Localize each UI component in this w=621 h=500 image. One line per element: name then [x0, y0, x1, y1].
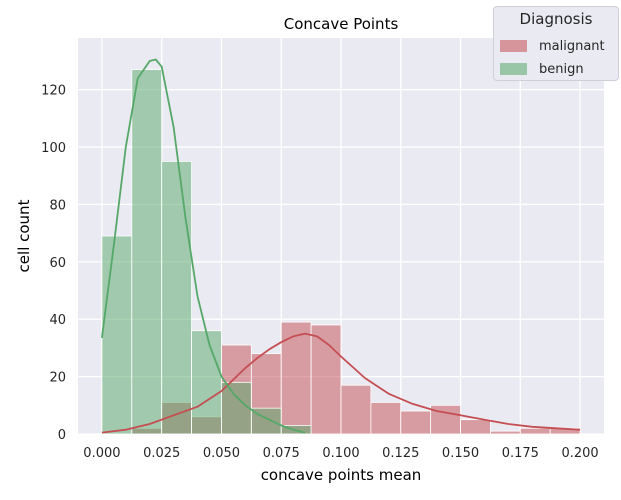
y-tick-labels: 0 20 40 60 80 100 120	[41, 84, 66, 443]
benign-bars	[101, 69, 312, 435]
y-axis-label: cell count	[15, 199, 33, 272]
x-tick-label: 0.200	[561, 446, 598, 461]
x-tick-labels: 0.000 0.025 0.050 0.075 0.100 0.125 0.150 0.175…	[83, 446, 598, 461]
kde-lines	[101, 58, 581, 434]
x-tick-label: 0.000	[83, 446, 120, 461]
benign-bar	[161, 160, 192, 435]
benign-bar	[131, 69, 163, 435]
legend-swatch-benign	[500, 63, 527, 75]
x-tick-label: 0.150	[442, 446, 479, 461]
y-tick-label: 40	[49, 313, 66, 328]
benign-bar	[221, 381, 252, 435]
malignant-bar	[430, 404, 461, 435]
y-tick-label: 80	[49, 198, 66, 213]
legend-label-benign: benign	[539, 61, 584, 77]
benign-bar	[191, 330, 222, 435]
y-tick-label: 100	[41, 141, 66, 156]
legend-label-malignant: malignant	[539, 38, 605, 54]
benign-bar	[101, 235, 133, 435]
legend-title: Diagnosis	[519, 10, 593, 28]
x-tick-label: 0.075	[263, 446, 300, 461]
y-tick-label: 20	[49, 371, 66, 386]
malignant-bar	[310, 324, 342, 435]
y-tick-label: 0	[58, 428, 66, 443]
malignant-kde-line	[101, 332, 581, 434]
x-tick-label: 0.100	[322, 446, 359, 461]
chart-title: Concave Points	[284, 15, 399, 33]
x-tick-label: 0.050	[203, 446, 240, 461]
x-tick-label: 0.025	[143, 446, 180, 461]
x-axis-label: concave points mean	[261, 466, 422, 484]
malignant-bar	[280, 321, 312, 435]
legend-item-malignant: malignant	[500, 36, 605, 56]
malignant-bar	[340, 384, 372, 435]
legend: Diagnosis malignant benign	[493, 6, 619, 81]
benign-kde-line	[101, 58, 306, 434]
malignant-bar	[370, 402, 402, 435]
malignant-bar	[490, 430, 521, 435]
malignant-bar	[400, 410, 432, 435]
y-tick-label: 60	[49, 256, 66, 271]
y-tick-label: 120	[41, 84, 66, 99]
legend-swatch-malignant	[500, 40, 527, 52]
x-tick-label: 0.175	[502, 446, 539, 461]
x-tick-label: 0.125	[382, 446, 419, 461]
malignant-bar	[519, 427, 551, 435]
legend-item-benign: benign	[500, 59, 584, 79]
malignant-bar	[460, 419, 491, 435]
